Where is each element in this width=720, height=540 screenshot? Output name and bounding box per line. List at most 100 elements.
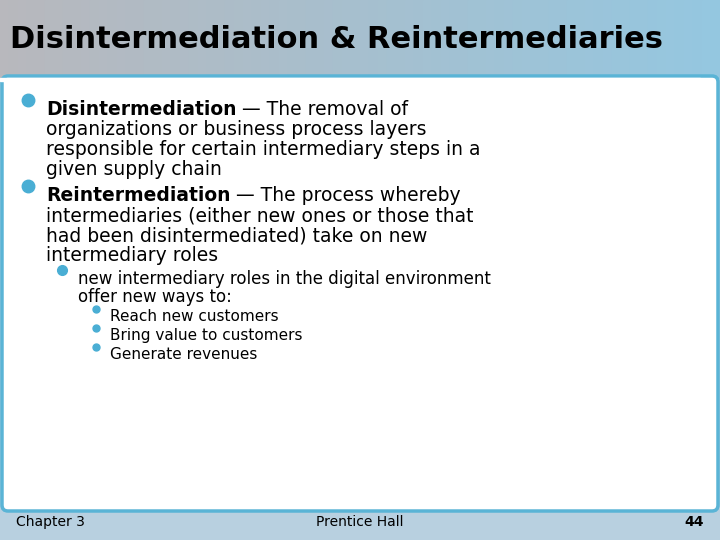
Bar: [333, 0, 343, 78]
Bar: [306, 0, 316, 78]
Text: Disintermediation: Disintermediation: [46, 100, 236, 119]
Bar: [189, 0, 199, 78]
Bar: [144, 0, 154, 78]
Bar: [117, 0, 127, 78]
Text: offer new ways to:: offer new ways to:: [78, 288, 232, 306]
Bar: [558, 0, 568, 78]
Bar: [459, 0, 469, 78]
Bar: [360, 0, 370, 78]
Bar: [27, 0, 37, 78]
Bar: [711, 0, 720, 78]
Bar: [315, 0, 325, 78]
Bar: [666, 0, 676, 78]
Bar: [99, 0, 109, 78]
Bar: [171, 0, 181, 78]
Bar: [612, 0, 622, 78]
Bar: [126, 0, 136, 78]
Bar: [297, 0, 307, 78]
Bar: [18, 0, 28, 78]
Bar: [387, 0, 397, 78]
Bar: [270, 0, 280, 78]
Bar: [9, 0, 19, 78]
Bar: [90, 0, 100, 78]
Bar: [180, 0, 190, 78]
Bar: [549, 0, 559, 78]
Bar: [198, 0, 208, 78]
Bar: [504, 0, 514, 78]
Bar: [45, 0, 55, 78]
Text: — The process whereby: — The process whereby: [230, 186, 461, 205]
Text: had been disintermediated) take on new: had been disintermediated) take on new: [46, 226, 428, 245]
Bar: [432, 0, 442, 78]
Bar: [81, 0, 91, 78]
Bar: [477, 0, 487, 78]
Bar: [414, 0, 424, 78]
Text: responsible for certain intermediary steps in a: responsible for certain intermediary ste…: [46, 140, 480, 159]
Bar: [657, 0, 667, 78]
Bar: [108, 0, 118, 78]
Bar: [684, 0, 694, 78]
Bar: [351, 0, 361, 78]
Bar: [648, 0, 658, 78]
Text: Generate revenues: Generate revenues: [110, 347, 257, 362]
FancyBboxPatch shape: [2, 76, 718, 511]
Bar: [450, 0, 460, 78]
Text: 44: 44: [685, 515, 704, 529]
Text: — The removal of: — The removal of: [236, 100, 408, 119]
Bar: [225, 0, 235, 78]
Bar: [36, 0, 46, 78]
Bar: [468, 0, 478, 78]
Bar: [261, 0, 271, 78]
Bar: [585, 0, 595, 78]
Bar: [675, 0, 685, 78]
Text: Chapter 3: Chapter 3: [16, 515, 85, 529]
Bar: [135, 0, 145, 78]
Text: intermediary roles: intermediary roles: [46, 246, 218, 265]
Bar: [288, 0, 298, 78]
Bar: [162, 0, 172, 78]
Bar: [702, 0, 712, 78]
Text: intermediaries (either new ones or those that: intermediaries (either new ones or those…: [46, 206, 474, 225]
Bar: [342, 0, 352, 78]
Bar: [567, 0, 577, 78]
Bar: [405, 0, 415, 78]
Bar: [54, 0, 64, 78]
Text: organizations or business process layers: organizations or business process layers: [46, 120, 426, 139]
Bar: [630, 0, 640, 78]
Bar: [153, 0, 163, 78]
Bar: [621, 0, 631, 78]
Bar: [324, 0, 334, 78]
Bar: [63, 0, 73, 78]
Bar: [279, 0, 289, 78]
Bar: [234, 0, 244, 78]
Bar: [378, 0, 388, 78]
Bar: [603, 0, 613, 78]
Bar: [216, 0, 226, 78]
Text: Reach new customers: Reach new customers: [110, 309, 279, 324]
Bar: [531, 0, 541, 78]
Bar: [486, 0, 496, 78]
Bar: [369, 0, 379, 78]
Text: Bring value to customers: Bring value to customers: [110, 328, 302, 343]
Text: given supply chain: given supply chain: [46, 160, 222, 179]
Bar: [693, 0, 703, 78]
Bar: [72, 0, 82, 78]
Bar: [252, 0, 262, 78]
Text: Disintermediation & Reintermediaries: Disintermediation & Reintermediaries: [10, 24, 663, 53]
Bar: [396, 0, 406, 78]
Bar: [522, 0, 532, 78]
Bar: [594, 0, 604, 78]
Text: new intermediary roles in the digital environment: new intermediary roles in the digital en…: [78, 270, 491, 288]
Bar: [495, 0, 505, 78]
Text: Reintermediation: Reintermediation: [46, 186, 230, 205]
Bar: [0, 0, 10, 78]
Bar: [639, 0, 649, 78]
Bar: [0, 78, 700, 81]
Bar: [576, 0, 586, 78]
Bar: [423, 0, 433, 78]
Bar: [540, 0, 550, 78]
Text: Prentice Hall: Prentice Hall: [316, 515, 404, 529]
Bar: [243, 0, 253, 78]
Bar: [441, 0, 451, 78]
Bar: [513, 0, 523, 78]
